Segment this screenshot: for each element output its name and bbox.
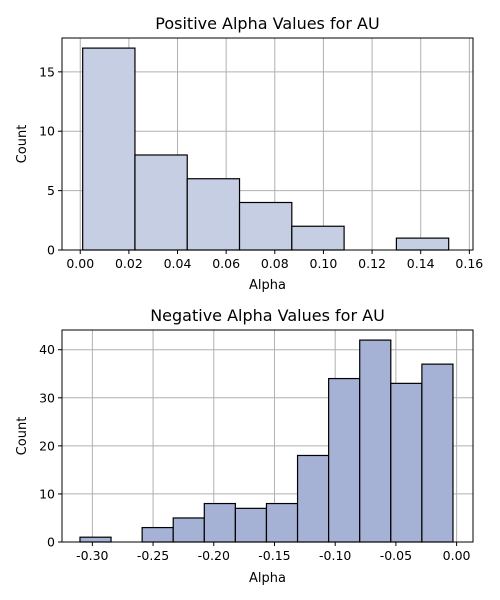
histogram-bar <box>172 517 205 543</box>
y-tick-label: 40 <box>39 342 55 357</box>
negative-alpha-histogram: Negative Alpha Values for AU -0.30 -0.25 -… <box>15 306 474 586</box>
y-tick-label: 15 <box>39 64 55 79</box>
histogram-bar <box>186 178 241 251</box>
x-tick-label: 0.06 <box>212 256 240 271</box>
x-tick-label: -0.25 <box>137 548 169 563</box>
y-tick-label: 0 <box>47 535 55 550</box>
x-tick-label: 0.08 <box>261 256 289 271</box>
y-tick-label: 5 <box>47 183 55 198</box>
y-tick-label: 10 <box>39 486 55 501</box>
histogram-bar <box>134 154 188 251</box>
chart-title: Negative Alpha Values for AU <box>150 306 385 325</box>
x-tick-label: -0.30 <box>76 548 108 563</box>
y-axis-label: Count <box>15 125 30 164</box>
x-tick-label: 0.10 <box>310 256 338 271</box>
plot-frame <box>61 37 474 251</box>
x-tick-label: 0.02 <box>115 256 143 271</box>
x-axis-label: Alpha <box>249 278 286 293</box>
y-tick-label: 10 <box>39 124 55 139</box>
y-tick-label: 20 <box>39 438 55 453</box>
positive-alpha-histogram: Positive Alpha Values for AU 0.00 0.02 0.0… <box>15 14 483 293</box>
x-tick-label: 0.14 <box>407 256 435 271</box>
histogram-bar <box>390 382 423 543</box>
y-axis-label: Count <box>15 417 30 456</box>
histogram-bar <box>141 526 174 543</box>
y-tick-label: 30 <box>39 390 55 405</box>
x-tick-label: -0.15 <box>258 548 290 563</box>
histogram-bar <box>296 454 330 543</box>
x-tick-label: -0.10 <box>319 548 351 563</box>
x-tick-label: 0.00 <box>443 548 471 563</box>
histogram-bar <box>291 225 345 251</box>
x-tick-label: 0.04 <box>164 256 192 271</box>
histogram-bar <box>359 339 392 543</box>
histogram-bar <box>82 47 136 251</box>
x-tick-label: 0.00 <box>66 256 94 271</box>
histogram-bar <box>328 377 361 543</box>
histogram-bar <box>79 536 112 543</box>
histogram-bar <box>265 502 299 543</box>
x-tick-label: 0.12 <box>358 256 386 271</box>
x-tick-label: -0.20 <box>198 548 230 563</box>
histogram-bar <box>234 507 268 543</box>
y-tick-label: 0 <box>47 243 55 258</box>
plot-frame <box>61 329 474 543</box>
histogram-bar <box>238 201 293 251</box>
histogram-bar <box>421 363 454 543</box>
histogram-bar <box>203 502 236 543</box>
chart-title: Positive Alpha Values for AU <box>155 14 379 33</box>
histogram-bar <box>395 237 450 251</box>
x-tick-label: -0.05 <box>380 548 412 563</box>
x-axis-label: Alpha <box>249 571 286 586</box>
x-tick-label: 0.16 <box>455 256 483 271</box>
